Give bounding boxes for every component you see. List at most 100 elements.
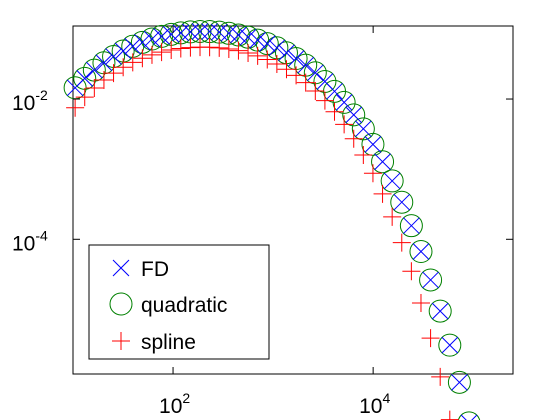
data-point-quadratic (409, 240, 433, 264)
data-point-spline (392, 233, 411, 252)
data-point-FD (268, 39, 286, 57)
data-point-spline (171, 39, 190, 58)
data-point-spline (200, 38, 219, 57)
data-point-spline (114, 58, 133, 77)
data-point-FD (239, 28, 257, 46)
data-point-spline (248, 46, 267, 65)
data-point-spline (94, 70, 113, 89)
data-point-quadratic (447, 370, 471, 394)
data-point-spline (123, 53, 142, 72)
data-point-spline (210, 38, 229, 57)
data-point-spline (411, 293, 430, 312)
data-point-FD (345, 106, 363, 124)
data-point-quadratic (457, 411, 481, 420)
data-point-quadratic (419, 268, 443, 292)
x-tick-label: 104 (359, 390, 390, 418)
data-point-FD (383, 172, 401, 190)
data-point-FD (287, 50, 305, 67)
data-point-FD (153, 28, 170, 45)
axis-ticks: 102 104 10-2 10-4 (12, 26, 513, 418)
data-point-FD (335, 94, 353, 111)
data-point-FD (258, 35, 276, 52)
data-point-spline (66, 98, 85, 117)
data-point-FD (364, 136, 382, 153)
data-point-FD (95, 54, 113, 72)
data-point-FD (105, 48, 122, 65)
data-point-quadratic (371, 150, 395, 174)
data-point-spline (325, 102, 344, 121)
data-point-FD (278, 44, 295, 62)
data-point-spline (431, 367, 450, 386)
data-point-spline (219, 39, 238, 58)
data-point-FD (249, 31, 267, 49)
data-point-spline (239, 43, 258, 62)
data-point-FD (412, 243, 430, 260)
data-point-quadratic (390, 190, 414, 214)
data-point-FD (354, 120, 372, 138)
x-tick-label: 102 (159, 390, 190, 418)
data-point-spline (306, 81, 325, 100)
data-point-spline (277, 60, 296, 79)
y-tick-label: 10-4 (12, 227, 48, 255)
data-point-spline (133, 49, 152, 68)
series-FD (66, 23, 478, 420)
legend-marker-spline (112, 332, 130, 350)
data-point-spline (402, 262, 421, 281)
data-point-FD (374, 153, 391, 171)
data-point-FD (431, 302, 449, 320)
legend-box (88, 244, 270, 360)
data-point-spline (421, 329, 440, 348)
data-point-FD (306, 64, 324, 82)
data-point-spline (440, 410, 459, 420)
data-point-quadratic (361, 132, 385, 156)
data-marks (63, 19, 481, 420)
data-point-FD (230, 26, 247, 44)
data-point-FD (76, 70, 94, 87)
data-point-spline (267, 54, 286, 73)
data-point-spline (383, 207, 402, 226)
data-point-FD (326, 82, 343, 100)
data-point-quadratic (342, 103, 366, 127)
data-point-quadratic (399, 214, 423, 238)
data-point-FD (191, 23, 209, 40)
data-point-spline (152, 43, 171, 62)
data-point-spline (85, 78, 104, 97)
data-point-quadratic (380, 169, 404, 193)
legend: FD quadratic spline (88, 244, 270, 360)
data-point-FD (393, 193, 411, 211)
y-tick-label: 10-2 (12, 87, 48, 115)
data-point-FD (143, 30, 161, 48)
data-point-FD (451, 374, 468, 391)
data-point-spline (258, 50, 277, 69)
data-point-spline (75, 88, 94, 107)
data-point-spline (363, 164, 382, 183)
legend-marker-quadratic (109, 292, 133, 316)
data-point-FD (422, 271, 439, 289)
data-point-spline (335, 115, 354, 134)
data-point-spline (142, 45, 161, 64)
data-point-FD (403, 217, 420, 235)
data-point-spline (344, 129, 363, 148)
legend-marker-FD (112, 259, 130, 277)
legend-label-FD: FD (141, 258, 169, 281)
data-point-FD (114, 42, 132, 60)
data-point-FD (134, 33, 151, 51)
data-point-spline (162, 41, 181, 60)
data-point-spline (354, 145, 373, 164)
data-point-spline (229, 41, 248, 60)
legend-label-spline: spline (141, 331, 196, 354)
data-point-quadratic (332, 90, 356, 114)
data-point-FD (85, 61, 103, 79)
data-point-FD (124, 37, 142, 55)
data-point-FD (297, 56, 315, 74)
data-point-spline (296, 73, 315, 92)
data-point-FD (460, 414, 478, 420)
data-point-spline (373, 184, 392, 203)
data-point-spline (315, 91, 334, 110)
data-point-quadratic (428, 299, 452, 323)
data-point-spline (104, 64, 123, 83)
data-point-FD (441, 336, 459, 354)
data-point-quadratic (438, 333, 462, 357)
legend-label-quadratic: quadratic (141, 294, 227, 317)
